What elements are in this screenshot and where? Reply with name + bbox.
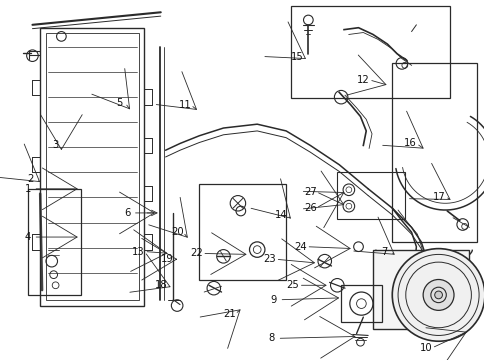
Bar	[373, 249, 469, 329]
Text: 21: 21	[223, 309, 236, 319]
Bar	[199, 184, 286, 280]
Text: 11: 11	[178, 100, 191, 110]
Text: 6: 6	[124, 208, 130, 218]
Text: 10: 10	[420, 343, 432, 353]
Text: 1: 1	[24, 184, 31, 194]
Text: 3: 3	[52, 140, 59, 150]
Text: 13: 13	[132, 247, 145, 257]
Text: 8: 8	[269, 333, 275, 343]
Bar	[46, 33, 139, 300]
Bar	[337, 172, 405, 219]
Text: 9: 9	[270, 295, 277, 305]
Text: 7: 7	[381, 247, 388, 257]
Text: 15: 15	[291, 51, 303, 62]
Text: 4: 4	[24, 232, 31, 242]
Text: 22: 22	[190, 248, 203, 258]
Bar	[341, 285, 382, 322]
Text: 19: 19	[161, 254, 174, 264]
Text: 26: 26	[304, 203, 317, 213]
Text: 18: 18	[154, 280, 167, 290]
Bar	[27, 189, 81, 295]
Text: 5: 5	[116, 98, 122, 108]
Text: 17: 17	[433, 192, 446, 202]
Text: 23: 23	[264, 254, 276, 264]
Text: 20: 20	[171, 227, 183, 237]
Text: 25: 25	[287, 280, 299, 290]
Circle shape	[435, 291, 442, 299]
Text: 16: 16	[404, 139, 417, 148]
Text: 27: 27	[304, 187, 317, 197]
Bar	[392, 63, 477, 242]
Circle shape	[423, 279, 454, 310]
Circle shape	[392, 249, 485, 341]
Bar	[291, 6, 450, 98]
Text: 12: 12	[357, 75, 370, 85]
Text: 2: 2	[27, 174, 34, 184]
Bar	[40, 28, 145, 306]
Text: 14: 14	[275, 210, 288, 220]
Text: 24: 24	[294, 242, 307, 252]
